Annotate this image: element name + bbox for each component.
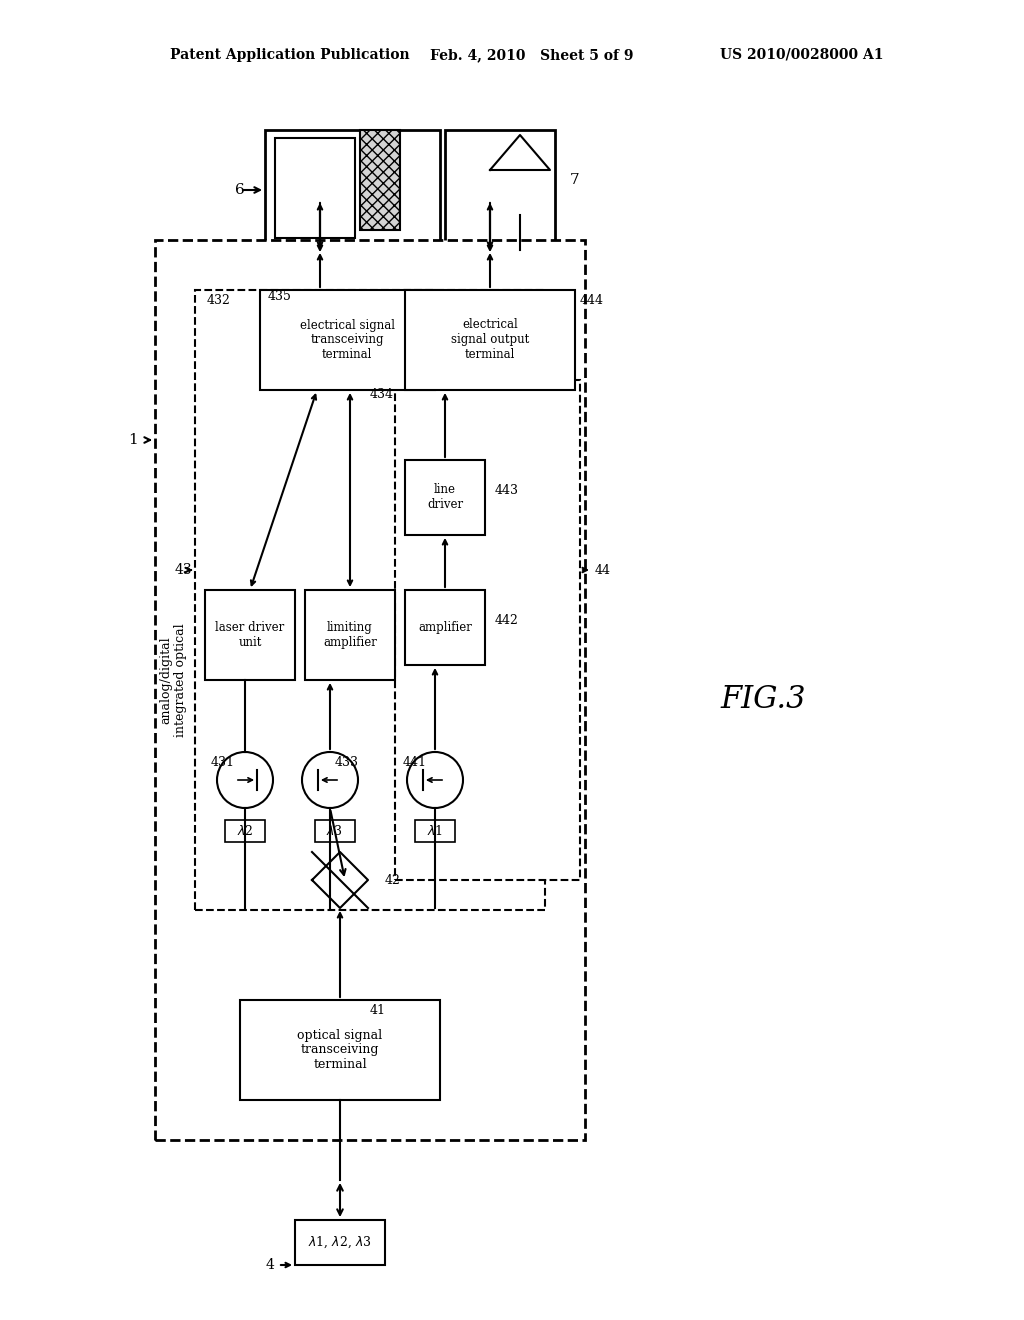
Text: US 2010/0028000 A1: US 2010/0028000 A1 bbox=[720, 48, 884, 62]
Bar bbox=[265, 129, 440, 249]
Bar bbox=[415, 820, 455, 842]
Text: line
driver: line driver bbox=[427, 483, 463, 511]
Text: 6: 6 bbox=[236, 183, 245, 197]
Text: 1: 1 bbox=[128, 433, 138, 447]
Bar bbox=[205, 590, 295, 680]
Text: laser driver
unit: laser driver unit bbox=[215, 620, 285, 649]
Text: 435: 435 bbox=[268, 289, 292, 302]
Text: 43: 43 bbox=[174, 564, 191, 577]
Bar bbox=[295, 1220, 385, 1265]
Text: limiting
amplifier: limiting amplifier bbox=[323, 620, 377, 649]
Text: 4: 4 bbox=[265, 1258, 274, 1272]
Bar bbox=[225, 820, 265, 842]
Text: 41: 41 bbox=[370, 1003, 386, 1016]
Text: electrical signal
transceiving
terminal: electrical signal transceiving terminal bbox=[299, 318, 394, 362]
Bar bbox=[195, 290, 545, 909]
Text: 44: 44 bbox=[595, 564, 611, 577]
Text: FIG.3: FIG.3 bbox=[720, 685, 806, 715]
Text: amplifier: amplifier bbox=[418, 620, 472, 634]
Bar bbox=[315, 820, 355, 842]
Text: optical signal
transceiving
terminal: optical signal transceiving terminal bbox=[297, 1028, 383, 1072]
Text: $\lambda$1, $\lambda$2, $\lambda$3: $\lambda$1, $\lambda$2, $\lambda$3 bbox=[308, 1234, 372, 1250]
Text: 434: 434 bbox=[370, 388, 394, 401]
Text: $\lambda$2: $\lambda$2 bbox=[237, 824, 253, 838]
Bar bbox=[275, 139, 355, 238]
Bar bbox=[395, 380, 580, 880]
Bar bbox=[406, 590, 485, 665]
Text: 432: 432 bbox=[207, 293, 230, 306]
Bar bbox=[305, 590, 395, 680]
Bar bbox=[240, 1001, 440, 1100]
Text: 7: 7 bbox=[570, 173, 580, 187]
Text: Feb. 4, 2010   Sheet 5 of 9: Feb. 4, 2010 Sheet 5 of 9 bbox=[430, 48, 634, 62]
Text: 442: 442 bbox=[495, 614, 519, 627]
Text: 444: 444 bbox=[580, 293, 604, 306]
Text: 433: 433 bbox=[335, 755, 359, 768]
Text: 443: 443 bbox=[495, 483, 519, 496]
Bar bbox=[360, 129, 400, 230]
Text: electrical
signal output
terminal: electrical signal output terminal bbox=[451, 318, 529, 362]
Bar bbox=[155, 240, 585, 1140]
Text: $\lambda$3: $\lambda$3 bbox=[327, 824, 343, 838]
Text: $\lambda$1: $\lambda$1 bbox=[427, 824, 443, 838]
Text: 441: 441 bbox=[403, 755, 427, 768]
Text: 431: 431 bbox=[211, 755, 234, 768]
Bar bbox=[445, 129, 555, 249]
Text: Patent Application Publication: Patent Application Publication bbox=[170, 48, 410, 62]
Bar bbox=[406, 459, 485, 535]
Text: 42: 42 bbox=[385, 874, 400, 887]
Bar bbox=[406, 290, 575, 389]
Text: analog/digital
integrated optical: analog/digital integrated optical bbox=[159, 623, 187, 737]
Bar bbox=[260, 290, 435, 389]
